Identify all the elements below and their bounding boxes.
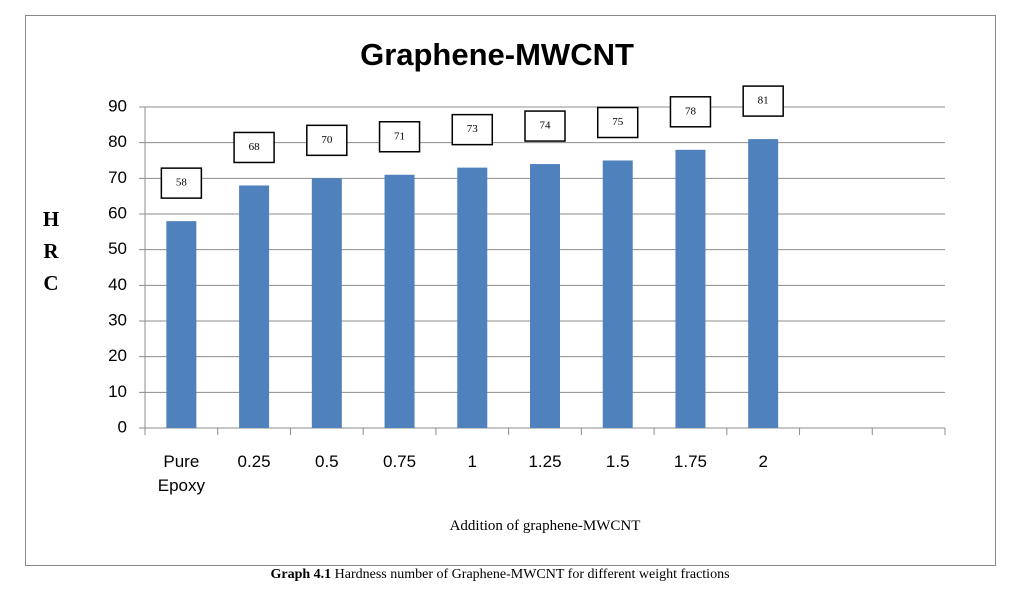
x-tick-label: 0.25: [237, 452, 271, 471]
data-label-box: [524, 110, 566, 142]
data-label-box: [596, 106, 639, 139]
data-label-box: [742, 85, 784, 117]
data-label: 58: [176, 177, 188, 189]
data-label-box: [378, 121, 421, 153]
data-label-box: [160, 167, 203, 199]
data-label-box: [233, 131, 275, 164]
y-tick-label: 20: [108, 346, 127, 365]
data-label: 70: [321, 134, 333, 146]
y-tick-label: 80: [108, 132, 127, 151]
caption: Graph 4.1 Hardness number of Graphene-MW…: [0, 567, 1000, 583]
y-tick-label: 70: [108, 168, 127, 187]
x-tick-label: 1.75: [673, 452, 707, 471]
bar: [530, 164, 560, 429]
chart-frame: [25, 15, 996, 566]
data-label: 75: [612, 116, 624, 128]
bar: [602, 160, 633, 428]
bar: [457, 167, 488, 428]
y-tick-label: 10: [108, 382, 127, 401]
y-tick-label: 0: [118, 417, 127, 436]
caption-label: Graph 4.1: [270, 567, 332, 582]
data-label-box: [306, 124, 348, 157]
x-axis-label: Addition of graphene-MWCNT: [449, 518, 641, 534]
x-tick-label: 1.5: [605, 452, 630, 471]
y-tick-label: 90: [108, 96, 127, 115]
data-label-box: [451, 113, 494, 146]
bar: [675, 149, 706, 429]
data-label: 74: [540, 120, 552, 132]
y-tick-label: 60: [108, 203, 127, 222]
x-tick-label: 0.75: [382, 452, 417, 471]
x-tick-label: 1.25: [528, 452, 562, 471]
y-tick-label: 40: [108, 275, 127, 294]
x-tick-label: 0.5: [314, 452, 339, 471]
y-axis-label: HRC: [39, 207, 63, 303]
x-tick-label: 1: [467, 452, 477, 471]
x-tick-label: 2: [758, 452, 768, 471]
y-tick-label: 30: [108, 310, 127, 329]
bar: [166, 221, 197, 428]
bar: [239, 185, 270, 428]
data-label-box: [669, 96, 712, 128]
data-label: 81: [758, 95, 769, 107]
bar: [748, 139, 779, 428]
chart-title: Graphene-MWCNT: [360, 37, 634, 72]
data-label: 71: [394, 130, 405, 142]
bar: [384, 174, 415, 428]
y-tick-label: 50: [108, 239, 127, 258]
x-tick-label: Pure Epoxy: [157, 452, 205, 495]
data-label: 73: [467, 123, 479, 135]
bar: [311, 178, 342, 428]
data-label: 78: [685, 105, 697, 117]
caption-text: Hardness number of Graphene-MWCNT for di…: [334, 567, 730, 582]
data-label: 68: [249, 141, 261, 153]
